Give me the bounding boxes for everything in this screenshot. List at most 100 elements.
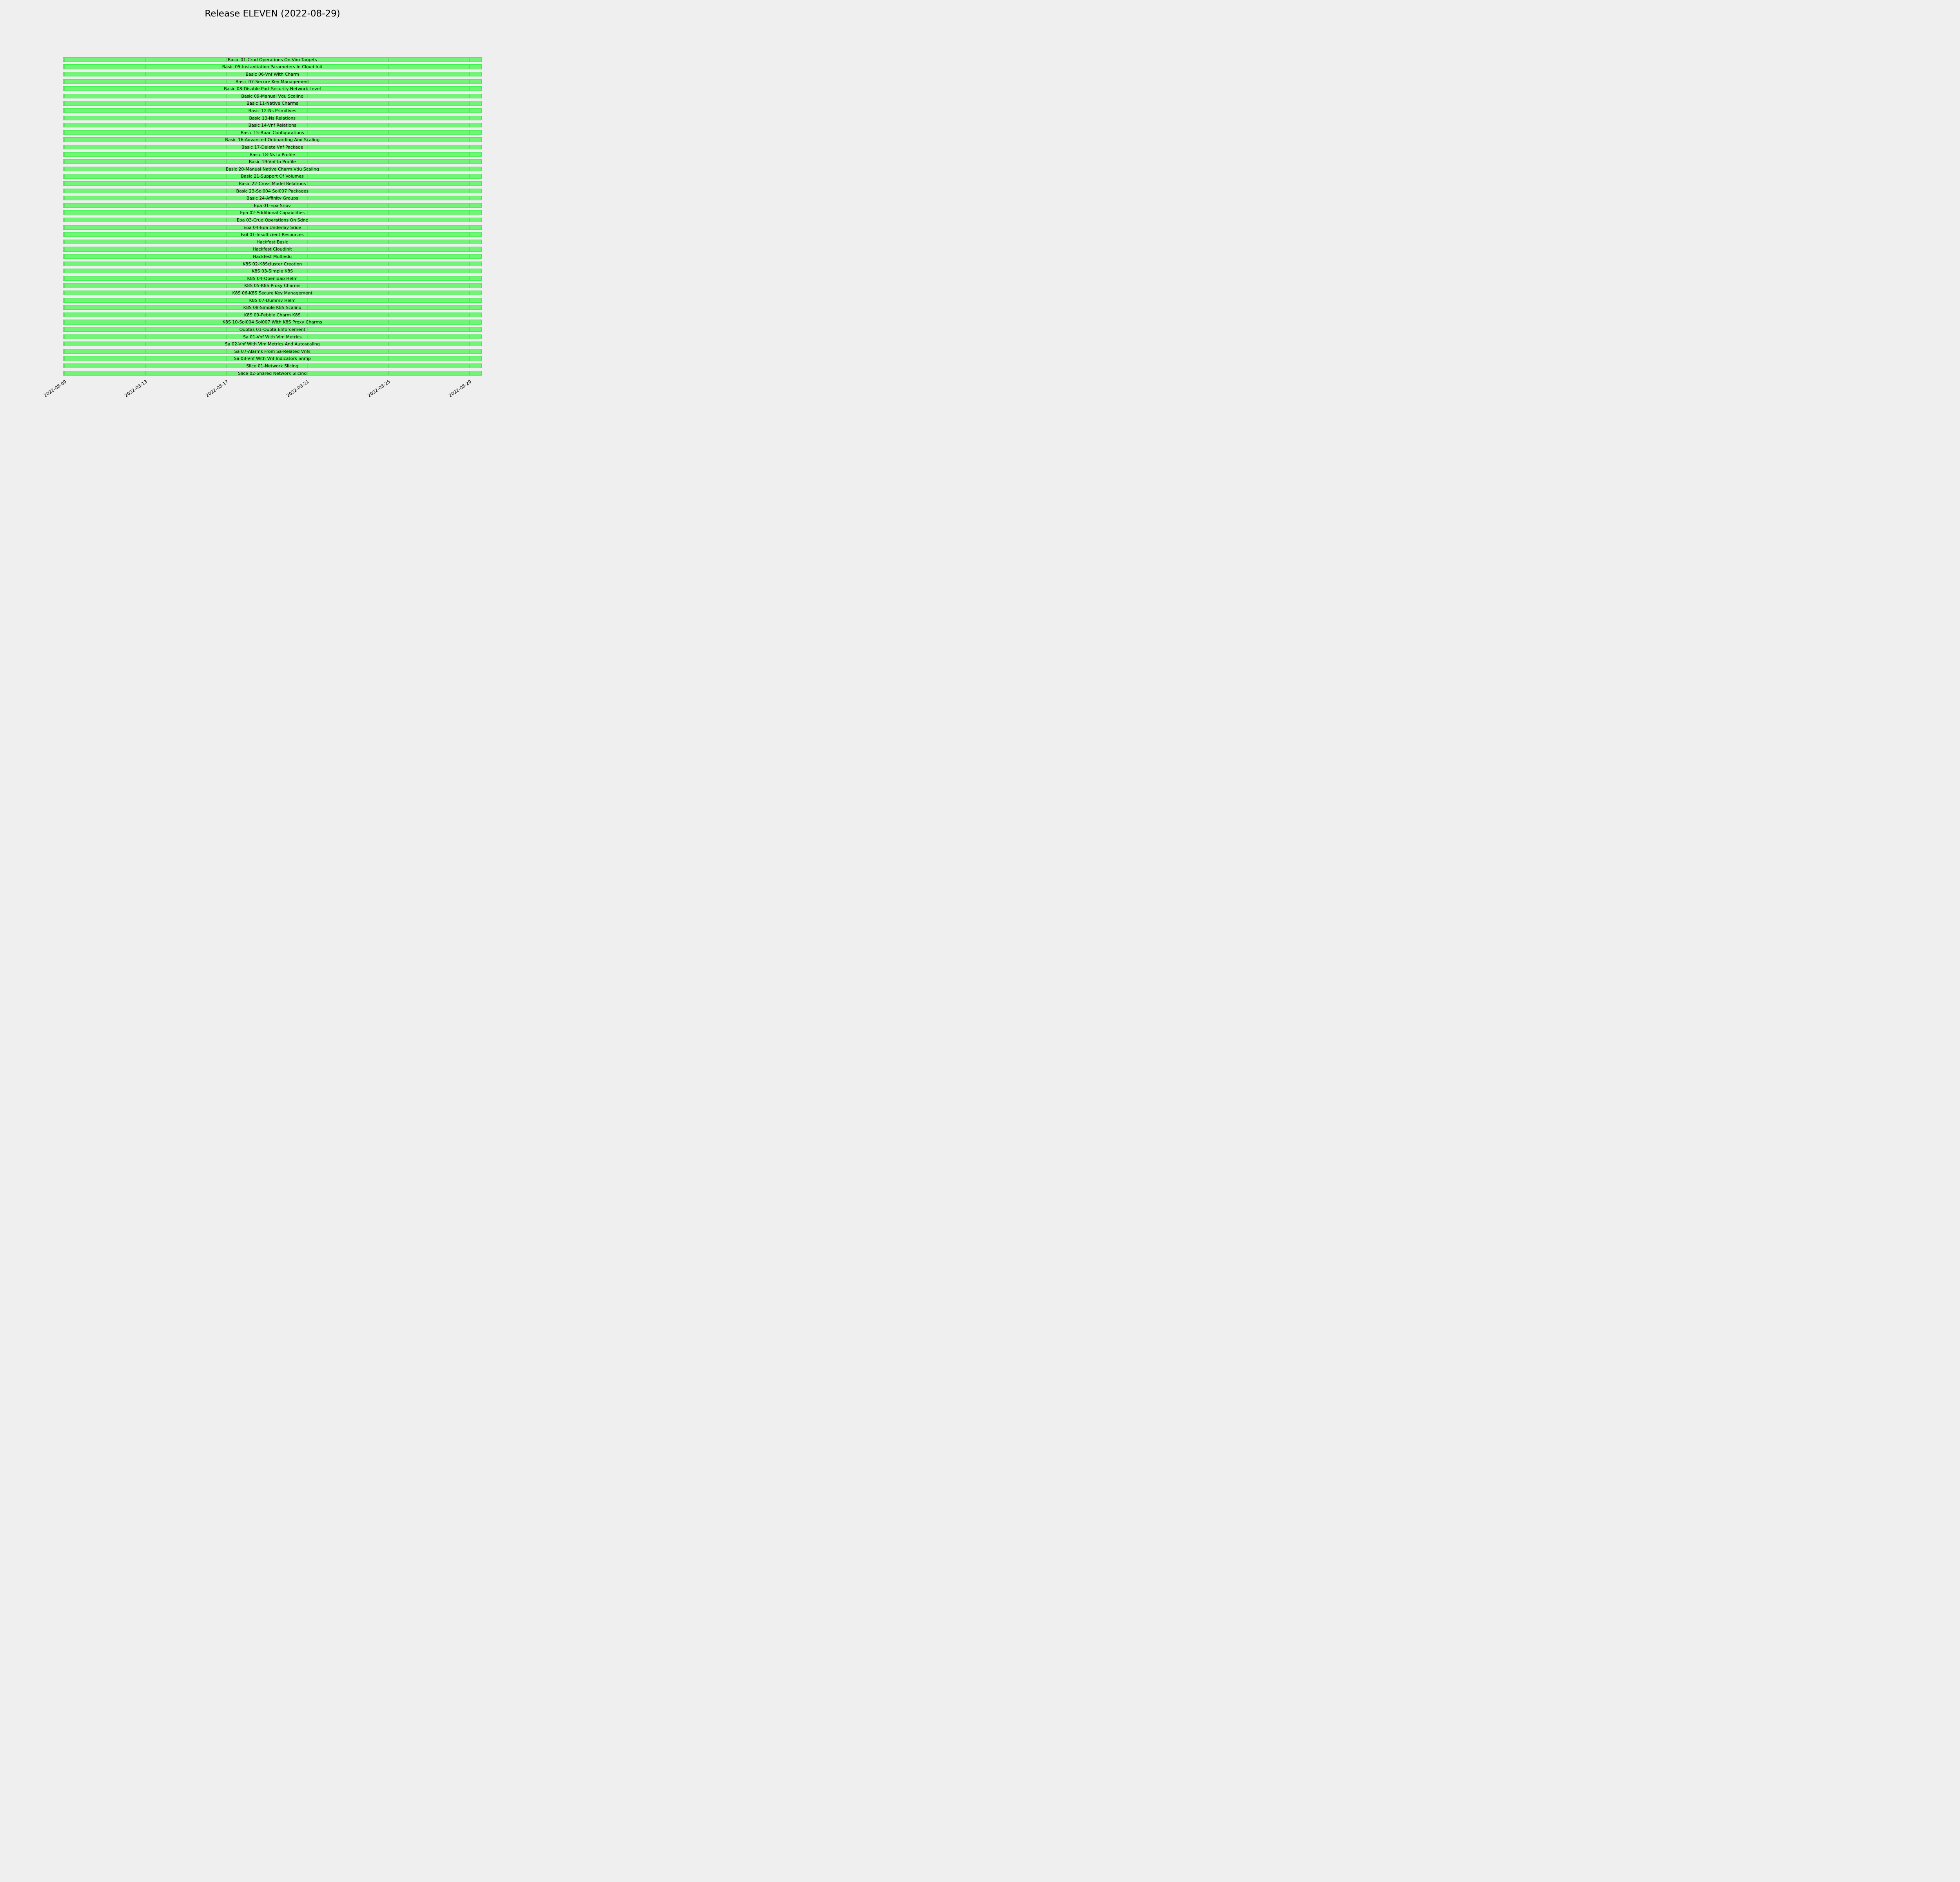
task-label: Hackfest Multivdu [253, 254, 292, 259]
gridline [145, 276, 146, 280]
gridline [388, 305, 389, 310]
gridline [469, 145, 470, 149]
gridline [226, 363, 227, 368]
gridline [226, 160, 227, 164]
gridline [145, 130, 146, 134]
gridline [469, 196, 470, 200]
gantt-bar: Basic 19-Vnf Ip Profile [63, 159, 482, 164]
gridline [226, 65, 227, 69]
gridline [388, 312, 389, 317]
gridline [145, 218, 146, 222]
gridline [145, 108, 146, 113]
task-label: Basic 24-Affinity Groups [246, 196, 298, 201]
gantt-bar: Basic 12-Ns Primitives [63, 108, 482, 113]
gridline [469, 291, 470, 295]
task-label: K8S 07-Dummy Helm [249, 298, 296, 303]
task-label: Epa 02-Additional Capabilities [240, 210, 305, 215]
gridline [64, 262, 65, 266]
gantt-bar: Basic 15-Rbac Configurations [63, 130, 482, 135]
gridline [307, 57, 308, 62]
gridline [145, 87, 146, 91]
gantt-bar: Sa 02-Vnf With Vim Metrics And Autoscali… [63, 342, 482, 347]
gridline [145, 247, 146, 251]
gridline [388, 269, 389, 273]
gridline [388, 218, 389, 222]
gridline [307, 123, 308, 127]
task-label: Hackfest Cloudinit [252, 247, 292, 252]
gantt-bar: Basic 13-Ns Relations [63, 115, 482, 120]
gridline [307, 298, 308, 302]
x-tick-label: 2022-08-17 [205, 379, 229, 398]
gantt-bar: Fail 01-Insufficient Resources [63, 232, 482, 237]
gridline [307, 356, 308, 361]
gridline [64, 291, 65, 295]
gridline [145, 138, 146, 142]
task-label: Basic 07-Secure Key Management [235, 79, 309, 84]
gridline [469, 334, 470, 339]
task-label: Epa 04-Epa Underlay Sriov [243, 225, 301, 230]
gridline [307, 160, 308, 164]
gridline [226, 101, 227, 105]
gridline [64, 79, 65, 84]
gridline [307, 283, 308, 288]
gantt-bar: Basic 24-Affinity Groups [63, 196, 482, 201]
gantt-bar: Basic 07-Secure Key Management [63, 79, 482, 84]
gantt-bar: Slice 01-Network Slicing [63, 363, 482, 369]
gridline [307, 349, 308, 353]
gridline [226, 130, 227, 134]
gridline [145, 298, 146, 302]
task-label: Basic 21-Support Of Volumes [241, 174, 304, 179]
gantt-bar: K8S 05-K8S Proxy Charms [63, 283, 482, 288]
gridline [64, 320, 65, 324]
gridline [145, 160, 146, 164]
gridline [226, 371, 227, 375]
gridline [64, 334, 65, 339]
gridline [469, 349, 470, 353]
task-label: K8S 04-Openldap Helm [247, 276, 298, 281]
task-label: Basic 12-Ns Primitives [248, 108, 296, 113]
gridline [469, 262, 470, 266]
gridline [226, 291, 227, 295]
task-label: Basic 15-Rbac Configurations [240, 130, 304, 135]
gridline [226, 276, 227, 280]
gridline [64, 363, 65, 368]
gridline [388, 145, 389, 149]
gridline [145, 94, 146, 98]
gridline [226, 123, 227, 127]
gridline [64, 312, 65, 317]
gridline [64, 94, 65, 98]
task-label: Basic 09-Manual Vdu Scaling [241, 93, 304, 98]
gridline [145, 189, 146, 193]
task-label: Sa 08-Vnf With Vnf Indicators Snmp [234, 356, 311, 361]
gridline [64, 283, 65, 288]
gridline [388, 262, 389, 266]
gantt-bar: Basic 05-Instantiation Parameters In Clo… [63, 64, 482, 69]
gantt-bar: K8S 03-Simple K8S [63, 269, 482, 274]
gridline [469, 233, 470, 237]
gridline [226, 108, 227, 113]
gridline [226, 174, 227, 178]
gantt-bar: Epa 01-Epa Sriov [63, 203, 482, 208]
gridline [64, 174, 65, 178]
gridline [307, 174, 308, 178]
gridline [226, 334, 227, 339]
gridline [145, 152, 146, 156]
gridline [226, 298, 227, 302]
task-label: K8S 03-Simple K8S [252, 269, 293, 274]
gantt-bar: Hackfest Basic [63, 239, 482, 244]
gridline [64, 101, 65, 105]
gridline [469, 123, 470, 127]
gridline [64, 57, 65, 62]
gantt-bar: Basic 23-Sol004 Sol007 Packages [63, 188, 482, 193]
gridline [145, 203, 146, 207]
gridline [469, 152, 470, 156]
gridline [469, 320, 470, 324]
gridline [145, 320, 146, 324]
gantt-bar: Basic 21-Support Of Volumes [63, 174, 482, 179]
gridline [469, 130, 470, 134]
gridline [307, 312, 308, 317]
gridline [388, 138, 389, 142]
gantt-bar: Basic 22-Cross Model Relations [63, 181, 482, 186]
gridline [145, 167, 146, 171]
gridline [145, 371, 146, 375]
